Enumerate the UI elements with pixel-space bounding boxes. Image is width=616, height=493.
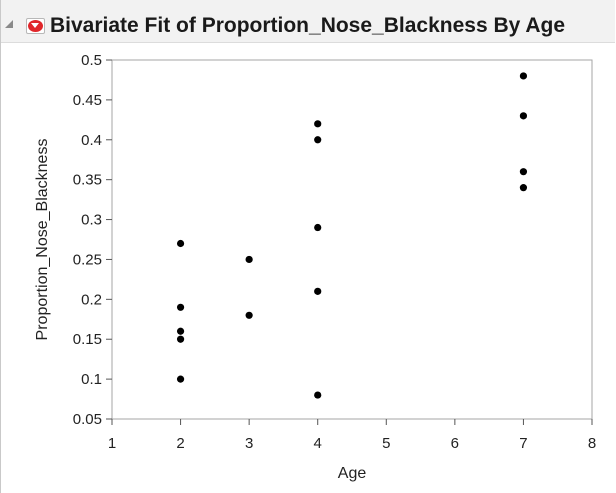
- x-tick-label: 4: [314, 435, 322, 452]
- report-title: Bivariate Fit of Proportion_Nose_Blackne…: [50, 14, 566, 37]
- x-tick-label: 6: [451, 435, 459, 452]
- data-point[interactable]: [245, 311, 253, 319]
- y-axis: 0.05 0.1 0.15 0.2 0.25 0.3 0.35 0.4 0.45 0.5: [73, 52, 112, 428]
- y-tick-label: 0.2: [81, 291, 102, 308]
- y-tick-label: 0.25: [73, 251, 102, 268]
- data-point[interactable]: [176, 327, 185, 335]
- x-tick-label: 2: [176, 435, 184, 452]
- x-tick-label: 5: [382, 435, 390, 452]
- data-point[interactable]: [519, 184, 528, 192]
- data-points: [176, 72, 528, 399]
- y-tick-label: 0.05: [73, 411, 102, 428]
- data-point[interactable]: [176, 335, 185, 343]
- data-point[interactable]: [519, 72, 528, 80]
- x-tick-label: 7: [519, 435, 527, 452]
- y-tick-label: 0.15: [73, 331, 102, 348]
- y-tick-label: 0.35: [73, 172, 102, 189]
- data-point[interactable]: [314, 223, 322, 232]
- disclosure-triangle-icon[interactable]: [5, 20, 13, 28]
- data-point[interactable]: [314, 136, 322, 144]
- x-tick-label: 3: [245, 435, 253, 452]
- data-point[interactable]: [314, 120, 322, 128]
- y-tick-label: 0.1: [81, 371, 102, 388]
- data-point[interactable]: [176, 375, 185, 383]
- data-point[interactable]: [176, 303, 185, 311]
- x-axis: 1 2 3 4 5 6 7 8: [108, 419, 596, 452]
- y-tick-label: 0.4: [81, 132, 102, 149]
- x-tick-label: 8: [588, 435, 596, 452]
- plot-frame[interactable]: [111, 59, 593, 420]
- y-tick-label: 0.3: [81, 212, 102, 229]
- y-axis-title: Proportion_Nose_Blackness: [34, 139, 51, 341]
- y-tick-label: 0.45: [73, 92, 102, 109]
- red-triangle-menu-button[interactable]: [26, 18, 45, 34]
- x-axis-title: Age: [338, 465, 367, 482]
- x-tick-label: 1: [108, 435, 116, 452]
- data-point[interactable]: [519, 168, 528, 176]
- data-point[interactable]: [519, 112, 528, 120]
- data-point[interactable]: [314, 287, 322, 295]
- y-tick-label: 0.5: [81, 52, 102, 69]
- data-point[interactable]: [176, 239, 185, 248]
- report-header: Bivariate Fit of Proportion_Nose_Blackne…: [1, 0, 615, 43]
- menu-triangle-icon: [31, 23, 39, 28]
- data-point[interactable]: [314, 391, 322, 399]
- data-point[interactable]: [245, 255, 253, 264]
